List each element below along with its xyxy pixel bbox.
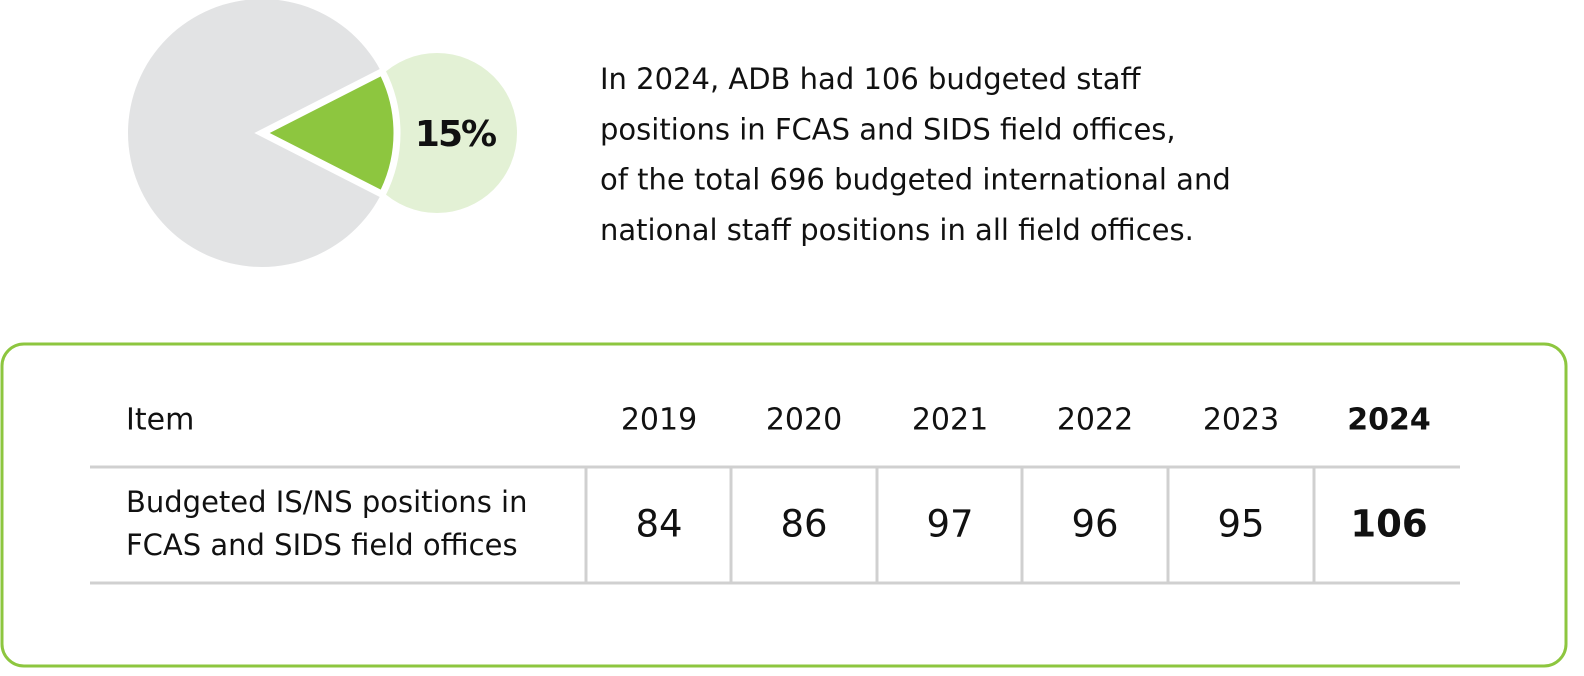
cell-value: 96 [1071,503,1118,546]
column-header: 2021 [912,403,988,438]
row-label: Budgeted IS/NS positions in [126,485,527,519]
column-header: 2023 [1203,403,1279,438]
column-header: Item [126,403,194,438]
description-line: national staff positions in all field of… [600,213,1194,247]
highlight-circle [357,53,517,213]
pie-label: 15% [415,114,496,155]
description-line: positions in FCAS and SIDS field offices… [600,112,1176,146]
column-header: 2022 [1057,403,1133,438]
cell-value: 95 [1217,503,1264,546]
cell-value: 86 [780,503,827,546]
column-header: 2019 [621,403,697,438]
description-line: of the total 696 budgeted international … [600,163,1231,197]
pie-slice [254,67,401,199]
row-label: FCAS and SIDS field offices [126,528,518,562]
column-header: 2024 [1347,403,1431,438]
cell-value: 106 [1350,503,1427,546]
cell-value: 84 [635,503,682,546]
table-frame [0,342,1568,668]
cell-value: 97 [926,503,973,546]
column-header: 2020 [766,403,842,438]
description-line: In 2024, ADB had 106 budgeted staff [600,62,1142,96]
